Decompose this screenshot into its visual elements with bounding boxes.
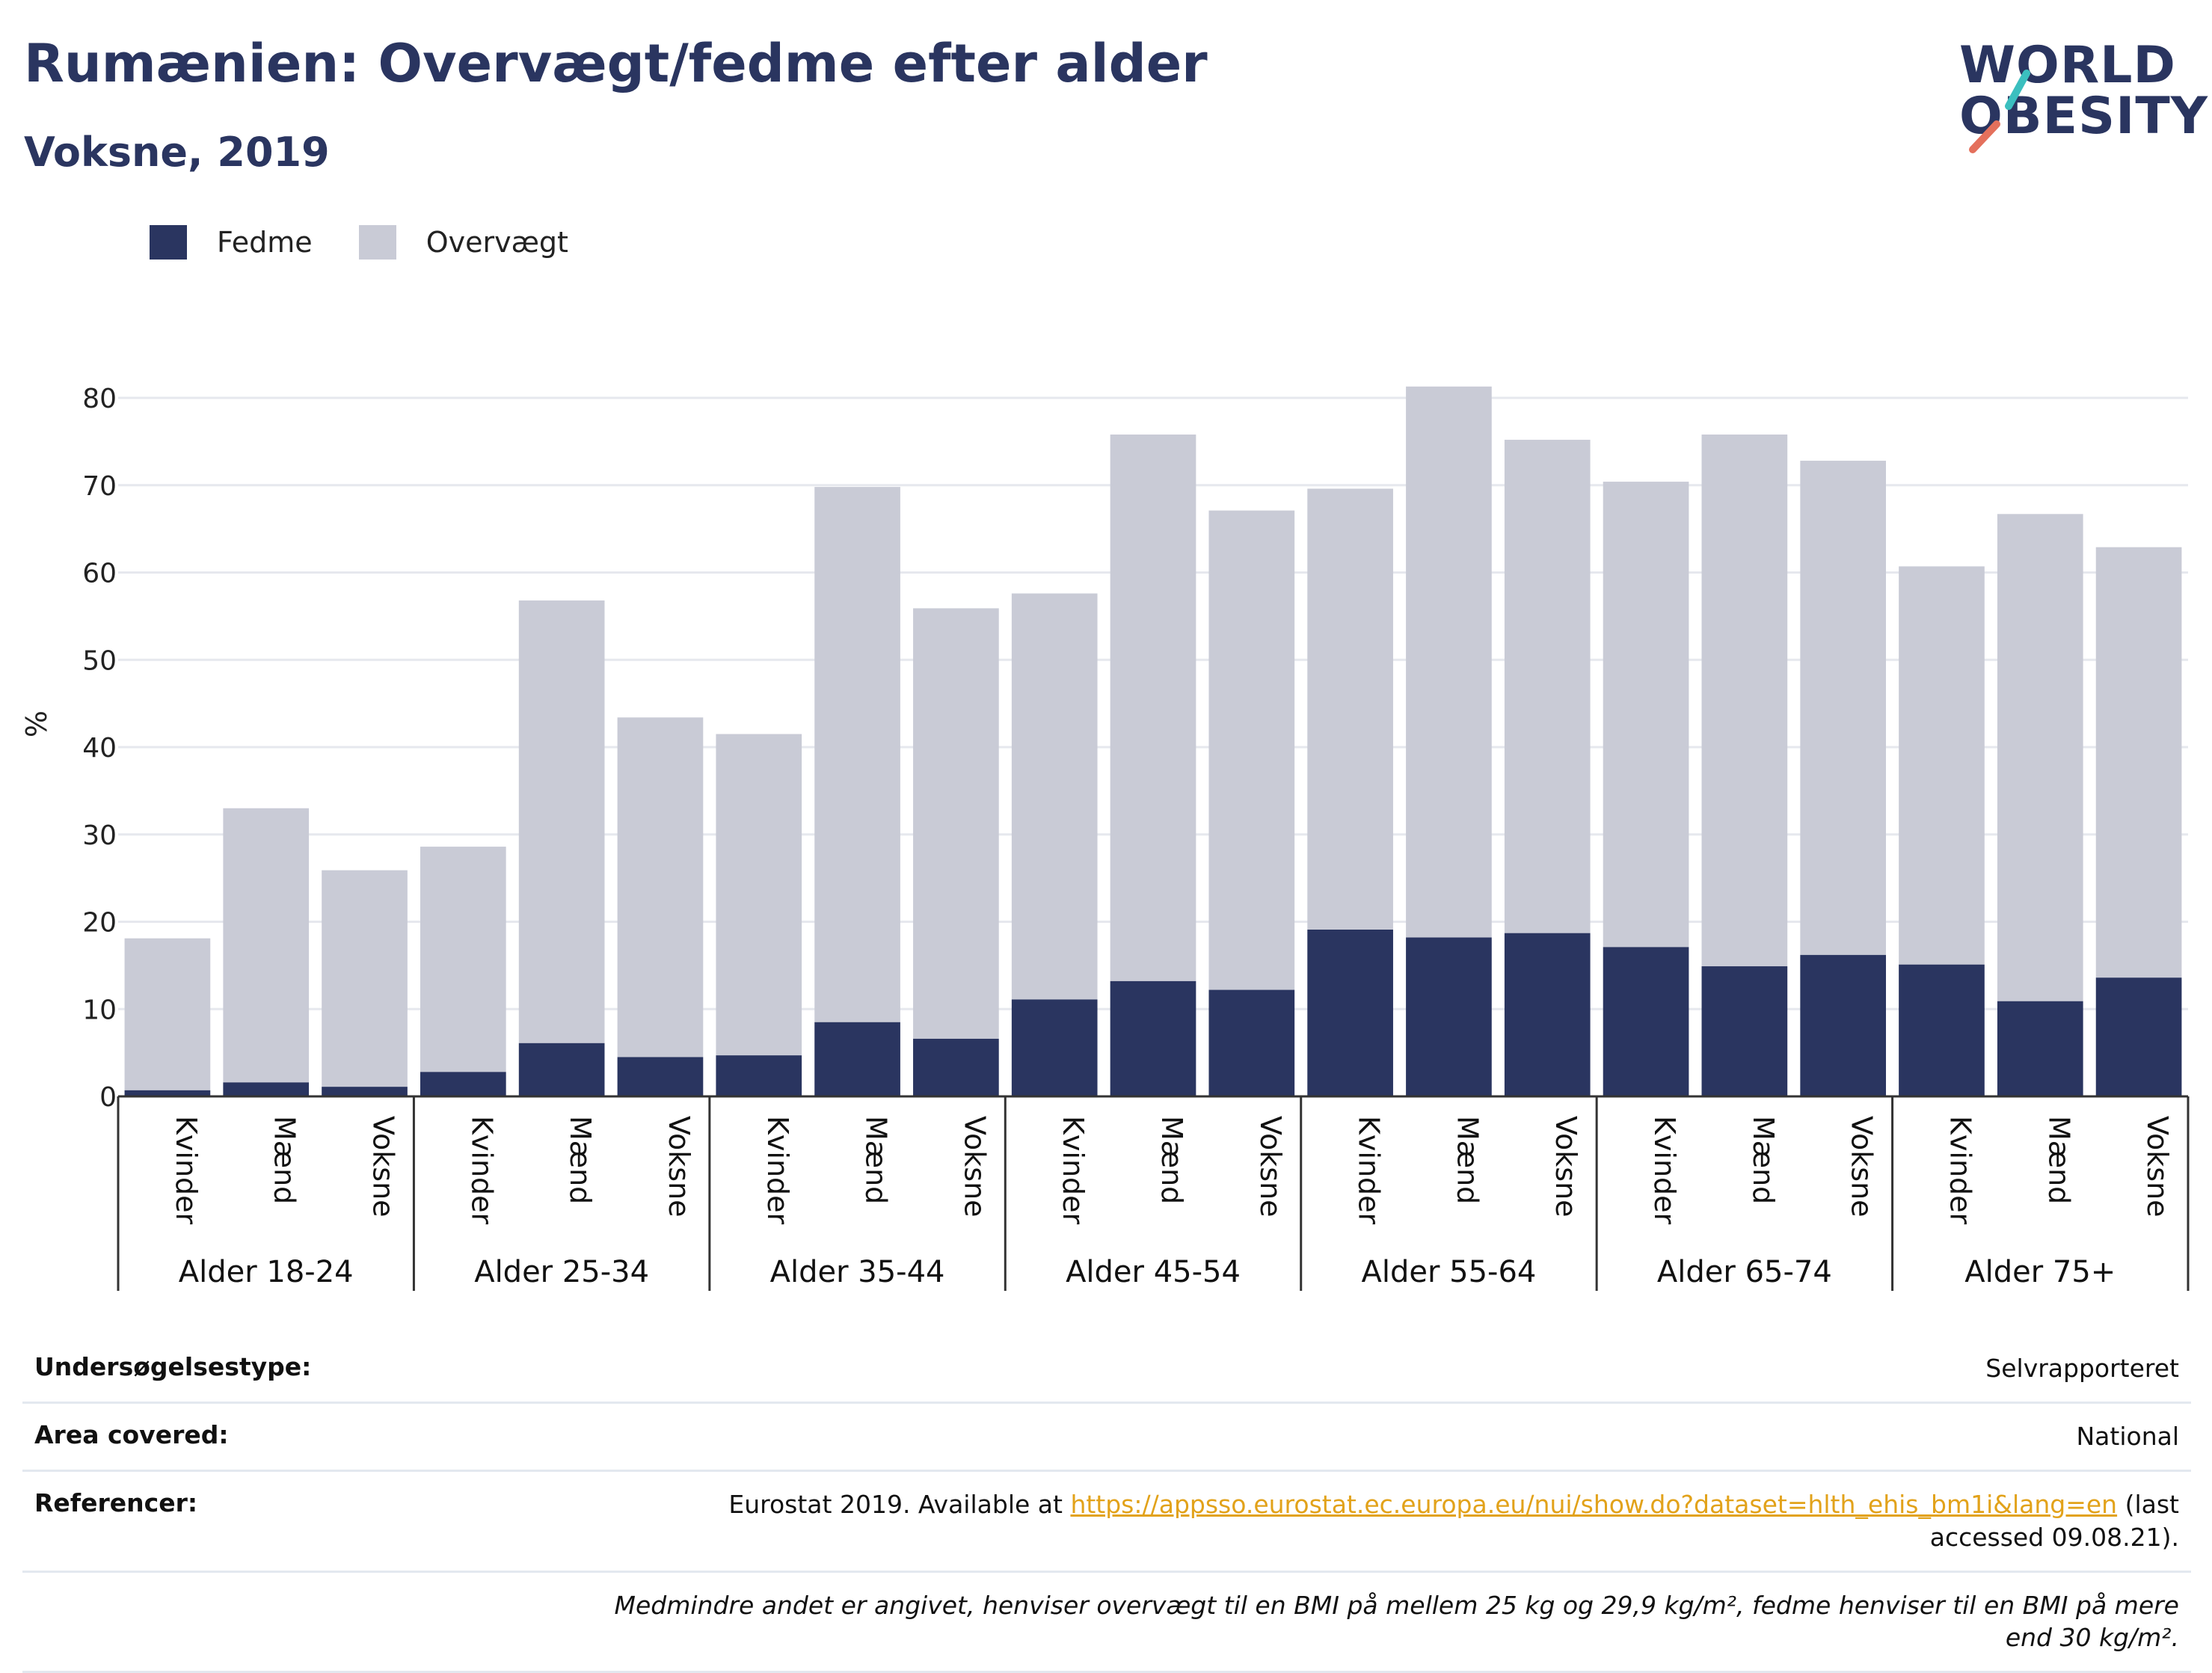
bar-fedme [1406,938,1492,1096]
x-tick-label: Kvinder [170,1116,203,1225]
bar-fedme [1208,990,1294,1096]
group-label: Alder 75+ [1964,1255,2116,1289]
bar-overvaegt [1800,461,1886,955]
bar-overvaegt [519,601,605,1043]
bar-overvaegt [125,939,211,1090]
info-key-survey-type: Undersøgelsestype: [34,1352,311,1381]
x-tick-label: Kvinder [1353,1116,1386,1225]
bar-overvaegt [1110,435,1196,981]
stacked-bar-chart: 0 10 20 30 40 50 60 70 80% Kvinder Mænd Voksne Kvind… [0,0,2212,1316]
y-tick-label: 30 [82,820,117,851]
reference-link[interactable]: https://appsso.eurostat.ec.europa.eu/nui… [1070,1490,2117,1519]
bar-overvaegt [1505,440,1591,933]
bar-overvaegt [618,717,704,1057]
info-row-survey-type: Undersøgelsestype: Selvrapporteret [22,1336,2191,1404]
bar-fedme [223,1082,309,1096]
bar-overvaegt [1899,566,1985,964]
x-tick-label: Voksne [958,1116,991,1218]
x-tick-label: Mænd [2042,1116,2075,1204]
bar-fedme [1012,999,1098,1096]
group-label: Alder 35-44 [770,1255,945,1289]
x-tick-label: Mænd [564,1116,597,1204]
bar-fedme [913,1039,999,1096]
bar-overvaegt [1307,488,1393,930]
x-tick-label: Voksne [1846,1116,1878,1218]
group-label: Alder 45-54 [1066,1255,1241,1289]
x-tick-label: Kvinder [1944,1116,1976,1225]
bar-overvaegt [420,847,506,1072]
y-tick-label: 40 [82,733,117,764]
bar-overvaegt [223,808,309,1083]
bar-overvaegt [2096,547,2182,978]
bar-fedme [1702,966,1788,1096]
bar-fedme [618,1057,704,1096]
info-value-references: Eurostat 2019. Available at https://apps… [609,1488,2179,1554]
bar-fedme [1307,930,1393,1096]
group-label: Alder 18-24 [179,1255,354,1289]
bar-fedme [1800,955,1886,1096]
x-tick-label: Mænd [268,1116,301,1204]
x-tick-label: Mænd [860,1116,893,1204]
bar-fedme [814,1022,900,1096]
bar-fedme [420,1072,506,1096]
y-axis-label: % [20,710,53,737]
info-row-note: Medmindre andet er angivet, henviser ove… [22,1573,2191,1673]
x-tick-label: Mænd [1451,1116,1484,1204]
bmi-note: Medmindre andet er angivet, henviser ove… [609,1589,2179,1655]
bar-overvaegt [1702,435,1788,966]
x-tick-label: Voksne [1254,1116,1287,1218]
info-row-references: Referencer: Eurostat 2019. Available at … [22,1472,2191,1573]
x-tick-label: Kvinder [761,1116,794,1225]
y-tick-label: 50 [82,645,117,676]
group-label: Alder 25-34 [474,1255,649,1289]
bar-fedme [1997,1001,2083,1096]
x-tick-label: Kvinder [1057,1116,1090,1225]
bar-overvaegt [1997,514,2083,1001]
bar-fedme [1505,933,1591,1096]
info-key-references: Referencer: [34,1488,197,1517]
bar-overvaegt [716,734,802,1055]
x-tick-label: Voksne [1549,1116,1582,1218]
bar-overvaegt [1012,594,1098,1000]
x-tick-label: Kvinder [1648,1116,1681,1225]
y-tick-label: 10 [82,995,117,1025]
bar-overvaegt [913,608,999,1039]
info-key-area-covered: Area covered: [34,1420,229,1449]
bar-overvaegt [1406,387,1492,938]
bar-overvaegt [1603,482,1689,947]
info-value-survey-type: Selvrapporteret [1985,1352,2179,1385]
x-tick-label: Voksne [2141,1116,2174,1218]
bar-overvaegt [814,487,900,1022]
group-label: Alder 55-64 [1361,1255,1536,1289]
y-tick-label: 20 [82,908,117,939]
x-tick-label: Kvinder [465,1116,498,1225]
x-tick-label: Mænd [1155,1116,1188,1204]
x-tick-label: Voksne [367,1116,400,1218]
y-tick-label: 80 [82,384,117,414]
bar-overvaegt [322,871,408,1087]
bar-fedme [1899,965,1985,1096]
bar-fedme [2096,977,2182,1096]
info-value-area-covered: National [2076,1420,2179,1453]
info-row-area-covered: Area covered: National [22,1404,2191,1472]
group-label: Alder 65-74 [1657,1255,1832,1289]
y-tick-label: 0 [99,1082,117,1113]
bar-fedme [322,1087,408,1096]
reference-text: Eurostat 2019. Available at [728,1490,1070,1519]
x-tick-label: Voksne [663,1116,695,1218]
bar-overvaegt [1208,511,1294,990]
x-tick-label: Mænd [1747,1116,1780,1204]
bar-fedme [716,1055,802,1096]
bar-fedme [519,1043,605,1096]
bar-fedme [1110,981,1196,1096]
bar-fedme [1603,947,1689,1096]
y-tick-label: 60 [82,559,117,589]
y-tick-label: 70 [82,471,117,502]
info-table: Undersøgelsestype: Selvrapporteret Area … [22,1336,2191,1673]
